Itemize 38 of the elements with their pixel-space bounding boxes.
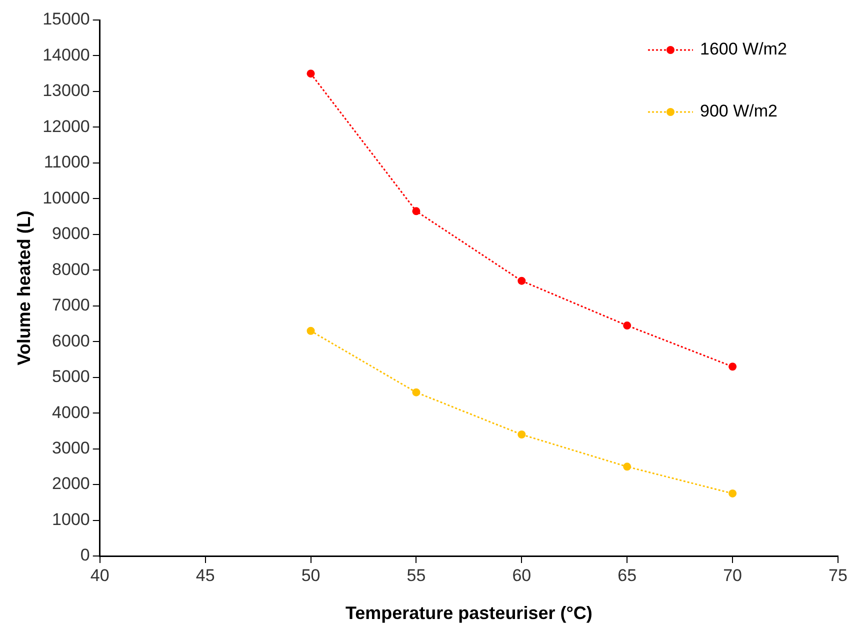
y-tick-label: 2000 <box>52 474 90 494</box>
y-tick-label: 5000 <box>52 367 90 386</box>
x-tick-label: 55 <box>406 566 426 585</box>
x-tick-label: 70 <box>723 566 742 585</box>
y-tick-label: 1000 <box>52 510 90 529</box>
point <box>518 430 526 439</box>
y-tick-label: 12000 <box>42 116 90 136</box>
x-axis-title: Temperature pasteuriser (°C) <box>345 603 592 624</box>
point <box>728 489 737 498</box>
point <box>412 207 420 216</box>
point <box>623 322 632 330</box>
legend-label: 1600 W/m2 <box>700 40 787 59</box>
point <box>306 326 315 335</box>
point <box>412 388 420 396</box>
x-tick-label: 50 <box>301 566 320 585</box>
y-tick-label: 13000 <box>42 81 90 100</box>
y-axis-title: Volume heated (L) <box>14 210 34 366</box>
point <box>623 462 632 471</box>
point <box>518 276 526 285</box>
y-tick-label: 0 <box>80 546 90 565</box>
x-tick-label: 75 <box>828 566 848 585</box>
y-tick-label: 4000 <box>52 402 90 422</box>
y-tick-label: 15000 <box>42 10 90 29</box>
y-tick-label: 7000 <box>52 296 90 315</box>
y-tick-label: 6000 <box>52 331 90 350</box>
legend-label: 900 W/m2 <box>700 102 778 121</box>
y-tick-label: 8000 <box>52 260 90 279</box>
point <box>728 362 737 371</box>
y-tick-label: 3000 <box>52 438 90 458</box>
x-tick-label: 40 <box>90 566 110 585</box>
x-tick-label: 45 <box>196 566 215 585</box>
y-tick-label: 14000 <box>42 45 90 64</box>
y-tick-label: 11000 <box>44 152 90 172</box>
y-tick-label: 9000 <box>52 224 90 244</box>
x-tick-label: 60 <box>512 566 532 585</box>
point <box>306 70 315 78</box>
x-tick-label: 65 <box>618 566 637 585</box>
y-tick-label: 10000 <box>42 188 90 208</box>
